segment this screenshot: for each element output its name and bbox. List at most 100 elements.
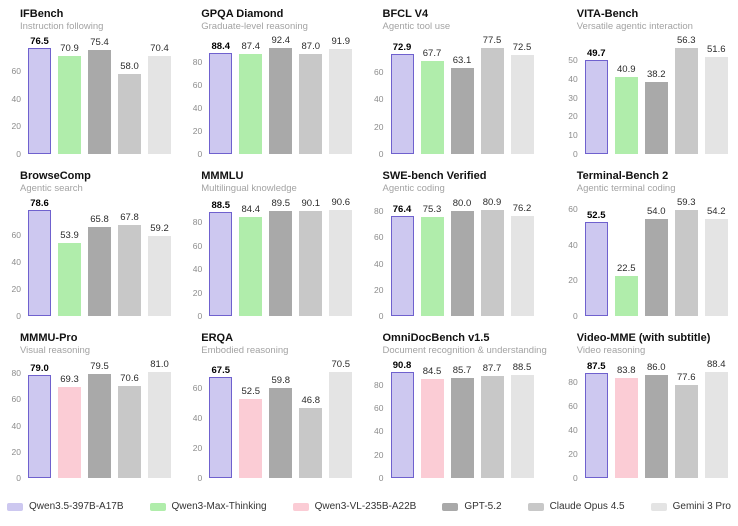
bar-claude-opus-4-5: 87.7 bbox=[480, 363, 504, 478]
chart-title: ERQA bbox=[201, 332, 234, 344]
legend-item-qwen3-max-thinking: Qwen3-Max-Thinking bbox=[149, 501, 267, 512]
bar-claude-opus-4-5: 56.3 bbox=[674, 35, 698, 154]
bar-value-label: 87.5 bbox=[587, 361, 606, 373]
y-axis-tick-label: 20 bbox=[568, 449, 578, 460]
legend-label: Qwen3-VL-235B-A22B bbox=[314, 501, 417, 512]
y-axis-tick-label: 20 bbox=[192, 442, 203, 453]
bar-qwen3-max-thinking: 70.9 bbox=[58, 43, 81, 154]
legend-label: Qwen3.5-397B-A17B bbox=[29, 501, 124, 512]
chart-subtitle: Embodied reasoning bbox=[201, 345, 289, 356]
bar-value-label: 81.0 bbox=[150, 359, 169, 370]
y-axis-tick-label: 60 bbox=[374, 402, 384, 413]
bar-value-label: 90.6 bbox=[331, 197, 351, 208]
bar-gpt-5-2: 65.8 bbox=[88, 214, 111, 316]
chart-vita-bench: VITA-Bench Versatile agentic interaction 0… bbox=[557, 0, 738, 162]
y-axis-tick-label: 60 bbox=[11, 230, 21, 241]
chart-subtitle: Video reasoning bbox=[576, 345, 646, 356]
legend-label: Claude Opus 4.5 bbox=[549, 501, 625, 512]
bar-qwen3-5-397b-a17b: 76.4 bbox=[390, 204, 414, 316]
y-axis: 0 20 40 60 bbox=[565, 204, 580, 321]
y-axis-tick-label: 60 bbox=[192, 240, 203, 251]
bar-qwen3-5-397b-a17b: 87.5 bbox=[584, 361, 608, 478]
y-axis-tick-label: 0 bbox=[378, 311, 384, 321]
y-axis: 0 20 40 60 bbox=[8, 210, 23, 321]
y-axis-tick-label: 20 bbox=[374, 121, 384, 132]
chart-subtitle: Versatile agentic interaction bbox=[576, 21, 693, 32]
bar-value-label: 49.7 bbox=[587, 48, 606, 60]
y-axis-tick-label: 30 bbox=[568, 92, 578, 103]
bar-qwen3-5-397b-a17b: 72.9 bbox=[390, 42, 414, 154]
legend-label: Gemini 3 Pro bbox=[672, 501, 731, 512]
bar-value-label: 87.0 bbox=[301, 41, 321, 53]
chart-erqa: ERQA Embodied reasoning 0 20 40 60 67.5 52.5 59.… bbox=[181, 324, 362, 486]
plot-area: 0 20 40 60 80 76.4 75.3 80.0 80.9 76.2 bbox=[371, 197, 547, 321]
bar-value-label: 87.7 bbox=[482, 362, 502, 374]
bar-claude-opus-4-5: 87.0 bbox=[299, 41, 323, 154]
bar-qwen3-max-thinking: 53.9 bbox=[58, 230, 81, 316]
bar-value-label: 76.2 bbox=[512, 203, 532, 215]
y-axis-tick-label: 60 bbox=[568, 203, 578, 214]
bar-gpt-5-2: 92.4 bbox=[269, 35, 293, 154]
y-axis: 0 20 40 60 bbox=[371, 48, 386, 159]
y-axis-tick-label: 40 bbox=[374, 94, 384, 105]
bar-value-label: 83.8 bbox=[617, 364, 636, 376]
bar-claude-opus-4-5: 80.9 bbox=[480, 197, 504, 316]
bar-value-label: 85.7 bbox=[452, 364, 472, 376]
y-axis-tick-label: 50 bbox=[568, 54, 578, 65]
legend-swatch-icon bbox=[442, 502, 459, 511]
y-axis-tick-label: 0 bbox=[197, 311, 203, 321]
chart-subtitle: Agentic terminal coding bbox=[576, 183, 676, 194]
bar-qwen3-5-397b-a17b: 88.5 bbox=[209, 200, 233, 316]
bar-value-label: 77.6 bbox=[677, 371, 696, 383]
chart-subtitle: Agentic tool use bbox=[382, 21, 451, 32]
bar-claude-opus-4-5: 90.1 bbox=[299, 198, 323, 316]
y-axis-tick-label: 0 bbox=[16, 149, 21, 159]
y-axis-tick-label: 40 bbox=[568, 425, 578, 436]
bar-group: 72.9 67.7 63.1 77.5 72.5 bbox=[390, 35, 534, 154]
chart-title: MMMLU bbox=[201, 170, 244, 182]
bar-value-label: 75.4 bbox=[90, 36, 109, 48]
chart-grid: IFBench Instruction following 0 20 40 60 76.5 7… bbox=[0, 0, 738, 486]
bar-gpt-5-2: 85.7 bbox=[450, 365, 474, 478]
bar-value-label: 40.9 bbox=[617, 64, 636, 75]
bar-value-label: 77.5 bbox=[482, 35, 502, 46]
y-axis: 0 20 40 60 80 bbox=[189, 210, 204, 321]
bar-group: 49.7 40.9 38.2 56.3 51.6 bbox=[584, 35, 728, 154]
chart-subtitle: Visual reasoning bbox=[20, 345, 91, 356]
y-axis-tick-label: 60 bbox=[11, 65, 21, 76]
chart-omnidocbench-v1-5: OmniDocBench v1.5 Document recognition & … bbox=[363, 324, 557, 486]
y-axis-tick-label: 40 bbox=[374, 426, 384, 437]
bar-group: 67.5 52.5 59.8 46.8 70.5 bbox=[209, 359, 353, 478]
y-axis: 0 20 40 60 80 bbox=[371, 206, 386, 321]
bar-group: 90.8 84.5 85.7 87.7 88.5 bbox=[390, 360, 534, 478]
bar-value-label: 46.8 bbox=[301, 394, 321, 406]
plot-area: 0 20 40 60 80 88.5 84.4 89.5 90.1 90.6 bbox=[189, 197, 353, 321]
y-axis-tick-label: 40 bbox=[374, 258, 384, 269]
y-axis-tick-label: 0 bbox=[573, 311, 578, 321]
legend-item-claude-opus-4-5: Claude Opus 4.5 bbox=[527, 501, 625, 512]
bar-qwen3-vl-235b-a22b: 84.5 bbox=[420, 366, 444, 478]
bar-value-label: 92.4 bbox=[271, 35, 291, 46]
chart-subtitle: Graduate-level reasoning bbox=[201, 21, 308, 32]
bar-value-label: 88.5 bbox=[211, 200, 231, 212]
bar-value-label: 76.5 bbox=[30, 36, 49, 47]
y-axis-tick-label: 40 bbox=[192, 264, 203, 275]
y-axis-tick-label: 40 bbox=[568, 239, 578, 250]
bar-gemini-3-pro: 81.0 bbox=[148, 359, 171, 478]
chart-title: SWE-bench Verified bbox=[382, 170, 487, 182]
bar-value-label: 80.9 bbox=[482, 197, 502, 208]
y-axis-tick-label: 40 bbox=[192, 103, 203, 114]
bar-qwen3-max-thinking: 67.7 bbox=[420, 48, 444, 154]
chart-title: IFBench bbox=[20, 8, 64, 20]
bar-qwen3-vl-235b-a22b: 69.3 bbox=[58, 374, 81, 478]
bar-gpt-5-2: 54.0 bbox=[644, 206, 668, 316]
bar-gpt-5-2: 80.0 bbox=[450, 198, 474, 316]
bar-value-label: 70.6 bbox=[120, 372, 139, 384]
bar-claude-opus-4-5: 77.6 bbox=[674, 372, 698, 478]
chart-browsecomp: BrowseComp Agentic search 0 20 40 60 78.6 53.9 6… bbox=[0, 162, 181, 324]
y-axis-tick-label: 0 bbox=[197, 149, 203, 159]
chart-swe-bench-verified: SWE-bench Verified Agentic coding 0 20 40 60 8… bbox=[363, 162, 557, 324]
chart-title: Video-MME (with subtitle) bbox=[576, 332, 711, 344]
bar-gemini-3-pro: 54.2 bbox=[704, 206, 728, 316]
bar-value-label: 70.5 bbox=[331, 359, 351, 370]
